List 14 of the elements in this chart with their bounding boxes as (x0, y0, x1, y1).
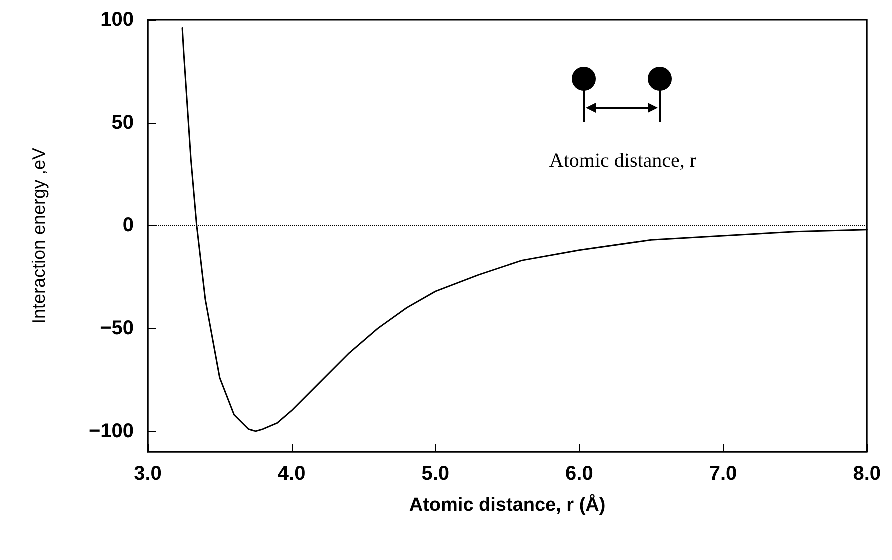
x-tick-label: 8.0 (853, 463, 882, 485)
y-tick-label: −50 (100, 318, 134, 340)
x-tick-label: 7.0 (709, 463, 738, 485)
y-axis-title: Interaction energy ,eV (29, 148, 49, 324)
x-tick-label: 5.0 (422, 463, 450, 485)
y-tick-label: 100 (100, 9, 134, 31)
y-tick-label: 50 (112, 112, 134, 134)
annotation: Atomic distance, r (548, 150, 698, 173)
y-tick-label: 0 (122, 214, 134, 237)
x-tick-label: 6.0 (566, 463, 594, 485)
x-axis-title: Atomic distance, r (Å) (409, 494, 606, 516)
x-tick-label: 4.0 (278, 463, 306, 485)
y-tick-label: −100 (88, 420, 134, 442)
x-tick-label: 3.0 (134, 463, 162, 485)
